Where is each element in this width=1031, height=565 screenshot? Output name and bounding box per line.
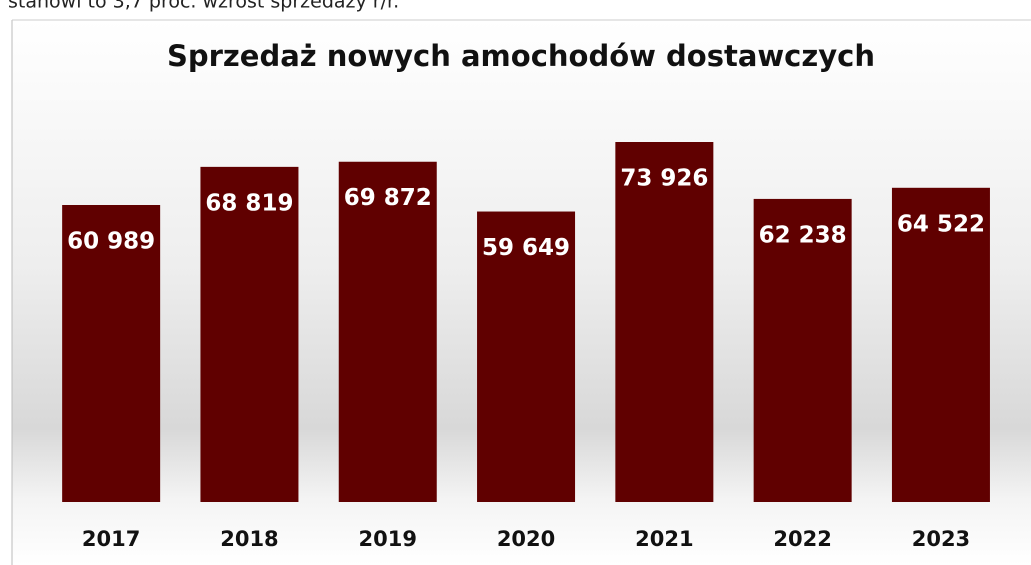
value-label: 73 926 [620,166,708,192]
bar [338,161,437,503]
value-label: 69 872 [344,185,432,211]
value-label: 60 989 [67,228,155,254]
value-label: 68 819 [205,190,293,216]
value-label: 64 522 [897,211,985,237]
bar [891,187,990,502]
header-text: stanowi to 3,7 proc. wzrost sprzedaży r/… [8,0,399,13]
x-tick-label: 2017 [82,527,140,551]
value-label: 59 649 [482,235,570,261]
chart-title: Sprzedaż nowych amochodów dostawczych [167,39,875,73]
bar [477,211,576,502]
x-tick-label: 2022 [773,527,831,551]
bar [62,204,161,502]
x-tick-label: 2020 [497,527,555,551]
value-label: 62 238 [759,222,847,248]
bar [200,166,299,502]
x-tick-label: 2019 [359,527,417,551]
bar [753,198,852,502]
x-tick-label: 2023 [912,527,970,551]
x-tick-label: 2018 [220,527,278,551]
bar [615,142,714,502]
x-tick-label: 2021 [635,527,693,551]
